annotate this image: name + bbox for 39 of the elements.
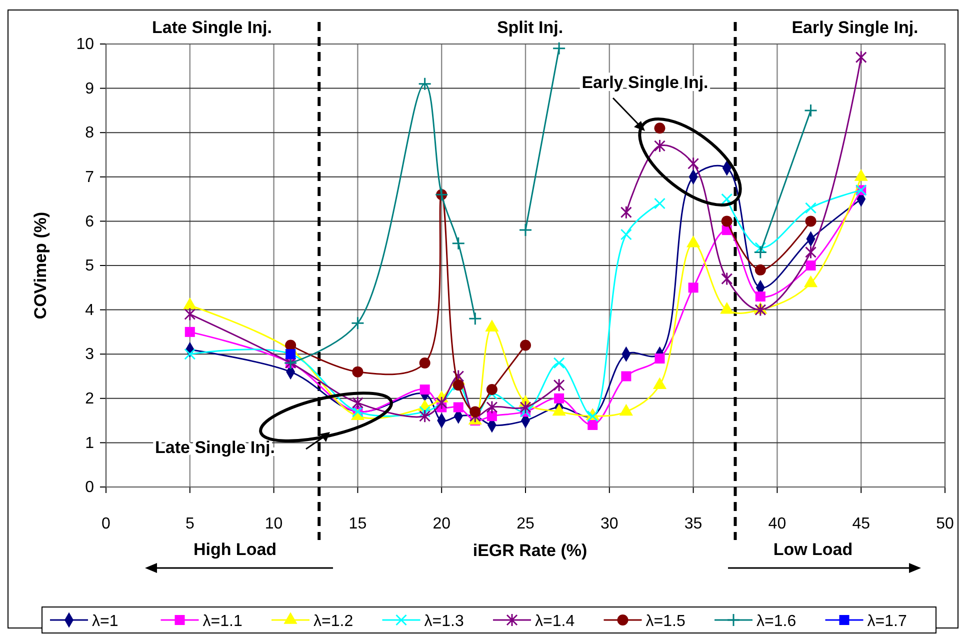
legend-label: λ=1.2 <box>314 613 354 630</box>
legend-label: λ=1.6 <box>756 613 796 630</box>
text: Low Load <box>773 540 853 559</box>
y-tick-label: 0 <box>85 479 94 496</box>
x-tick-label: 0 <box>102 515 111 532</box>
y-tick-label: 8 <box>85 124 94 142</box>
y-tick-label: 2 <box>85 390 94 408</box>
x-tick-label: 5 <box>185 515 194 532</box>
x-axis-title: iEGR Rate (%) <box>472 541 588 560</box>
y-tick-label: 5 <box>85 258 94 275</box>
x-tick-label: 10 <box>264 515 283 532</box>
legend-label: λ=1 <box>92 613 118 630</box>
y-tick-label: 10 <box>76 36 94 54</box>
x-tick-label: 20 <box>432 515 451 532</box>
annotation: Early Single Inj. <box>582 73 708 92</box>
y-tick-label: 3 <box>85 346 94 364</box>
legend-label: λ=1.3 <box>424 613 464 630</box>
x-tick-label: 25 <box>516 515 534 532</box>
x-tick-label: 35 <box>684 515 702 532</box>
text: High Load <box>193 540 277 559</box>
y-tick-label: 9 <box>85 80 94 98</box>
y-tick-label: 1 <box>85 434 94 452</box>
annotation: Late Single Inj. <box>155 438 275 457</box>
y-tick-label: 7 <box>85 169 94 186</box>
text: Early Single Inj. <box>792 18 918 37</box>
x-tick-label: 30 <box>600 515 618 532</box>
legend-label: λ=1.4 <box>535 613 575 630</box>
legend-label: λ=1.1 <box>202 613 242 630</box>
y-tick-label: 4 <box>85 302 94 319</box>
text: Split Inj. <box>496 18 564 37</box>
legend-label: λ=1.5 <box>646 613 686 630</box>
text: Late Single Inj. <box>152 18 272 37</box>
legend-label: λ=1.7 <box>867 613 907 630</box>
x-tick-label: 50 <box>936 515 954 532</box>
y-tick-label: 6 <box>85 213 94 230</box>
y-axis-title: COVimep (%) <box>31 212 50 320</box>
x-tick-label: 40 <box>768 515 786 532</box>
x-tick-label: 45 <box>852 515 870 532</box>
x-tick-label: 15 <box>348 515 367 532</box>
